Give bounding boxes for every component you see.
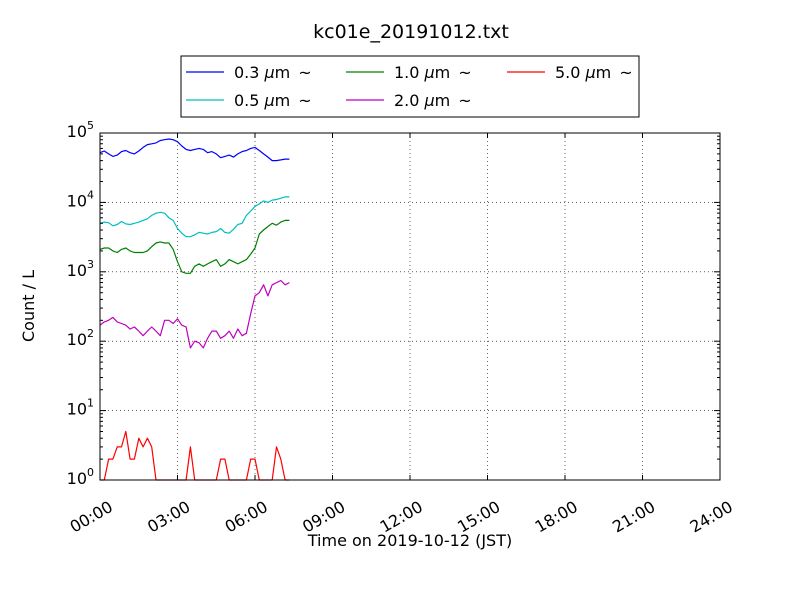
y-tick-base: 10 [67,469,87,488]
y-tick-base: 10 [67,122,87,141]
y-tick-base: 10 [67,330,87,349]
series-line-2 [99,219,290,274]
y-tick-label: 104 [67,188,94,210]
y-tick-base: 10 [67,400,87,419]
y-axis-label: Count / L [19,270,38,342]
series-line-3 [99,279,290,349]
legend-label: 5.0 μm ~ [555,63,633,82]
legend-label: 2.0 μm ~ [394,91,472,110]
chart-title: kc01e_20191012.txt [313,21,509,43]
legend-label: 0.3 μm ~ [234,63,312,82]
series-line-0 [99,138,290,162]
y-tick-exponent: 0 [87,466,94,479]
y-tick-exponent: 4 [87,188,94,201]
legend-label: 0.5 μm ~ [234,91,312,110]
y-tick-label: 101 [67,397,94,419]
legend-entry-2: 1.0 μm ~ [346,63,472,82]
y-tick-exponent: 1 [87,397,94,410]
grid [99,133,721,480]
legend-box [180,55,640,118]
legend-entry-4: 5.0 μm ~ [507,63,633,82]
y-tick-base: 10 [67,261,87,280]
y-tick-label: 102 [67,327,94,349]
y-tick-label: 100 [67,466,94,488]
y-tick-exponent: 3 [87,258,94,271]
y-tick-base: 10 [67,191,87,210]
ticks [99,132,721,481]
y-tick-label: 103 [67,258,94,280]
y-tick-label: 105 [67,119,94,141]
legend-entry-3: 2.0 μm ~ [346,91,472,110]
legend-entry-1: 0.5 μm ~ [186,91,312,110]
legend-entry-0: 0.3 μm ~ [186,63,312,82]
legend-label: 1.0 μm ~ [394,63,472,82]
y-tick-exponent: 5 [87,119,94,132]
y-tick-exponent: 2 [87,327,94,340]
x-axis-label: Time on 2019-10-12 (JST) [307,531,512,550]
series-line-1 [99,196,290,238]
legend: 0.3 μm ~ 0.5 μm ~ 1.0 μm ~ 2.0 μm ~ 5.0 μm ~ [180,55,640,118]
